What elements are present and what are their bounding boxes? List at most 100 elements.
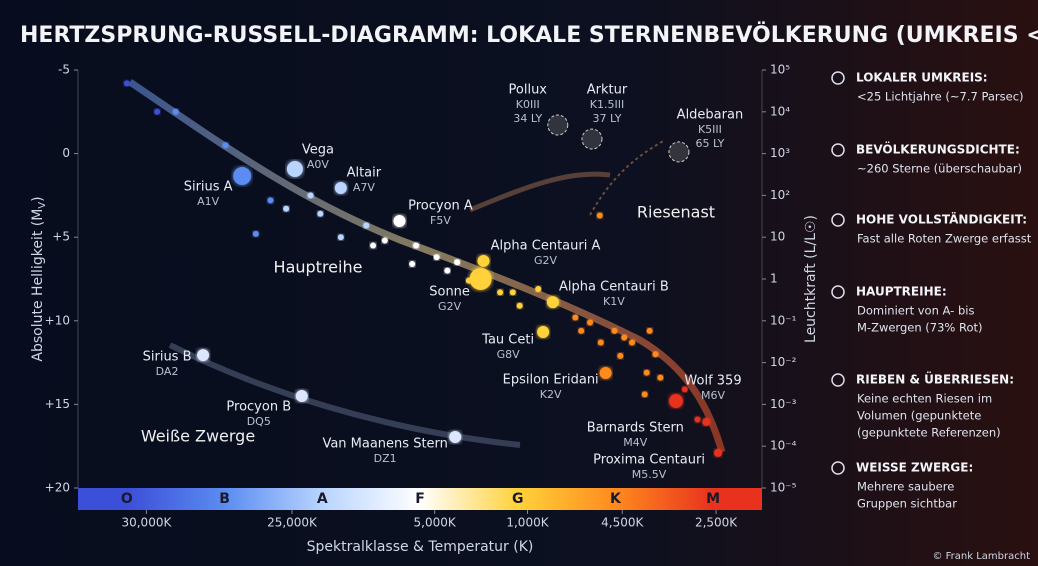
sidebar-text: (gepunktete Referenzen) bbox=[857, 426, 1001, 440]
sidebar-text: Mehrere saubere bbox=[857, 480, 954, 494]
star bbox=[546, 296, 559, 309]
spectral-band bbox=[78, 488, 762, 510]
giant-star bbox=[668, 141, 690, 163]
y-tick-label: 0 bbox=[62, 146, 70, 160]
spectral-class-label: A bbox=[317, 491, 328, 507]
y2-tick-label: 10³ bbox=[770, 146, 790, 160]
star bbox=[657, 374, 664, 381]
star-class: G2V bbox=[534, 254, 558, 267]
star-class: G8V bbox=[497, 348, 521, 361]
x-tick-label: 1,000K bbox=[506, 516, 549, 530]
star bbox=[516, 302, 523, 309]
x-tick-label: 30,000K bbox=[121, 516, 172, 530]
star bbox=[363, 222, 370, 229]
star-name: Epsilon Eridani bbox=[503, 372, 599, 387]
star bbox=[123, 80, 130, 87]
sidebar-text: Gruppen sichtbar bbox=[857, 497, 957, 511]
star bbox=[381, 237, 388, 244]
star bbox=[286, 160, 303, 177]
giant-arrow bbox=[589, 139, 666, 216]
star bbox=[154, 108, 161, 115]
sidebar-icon bbox=[831, 461, 845, 475]
y2-tick-label: 10⁴ bbox=[770, 104, 790, 118]
star bbox=[393, 214, 406, 227]
star bbox=[317, 210, 324, 217]
star bbox=[469, 268, 492, 290]
star-class: M4V bbox=[623, 436, 647, 449]
star bbox=[599, 366, 612, 379]
sidebar-title: BEVÖLKERUNGSDICHTE: bbox=[856, 142, 1020, 157]
y2-tick-label: 10⁻¹ bbox=[770, 313, 797, 327]
y-axis-label: Absolute Helligkeit (MV) bbox=[30, 196, 48, 361]
star bbox=[572, 314, 579, 321]
chart-title: HERTZSPRUNG-RUSSELL-DIAGRAMM: LOKALE STE… bbox=[20, 22, 1038, 48]
star-class: K2V bbox=[540, 388, 562, 401]
y-axis-label-part: ) bbox=[30, 196, 46, 201]
credit: © Frank Lambracht bbox=[932, 551, 1030, 562]
star bbox=[454, 259, 461, 266]
star-class: A1V bbox=[197, 195, 220, 208]
spectral-class-label: F bbox=[415, 491, 425, 507]
star-distance: 65 LY bbox=[695, 137, 724, 150]
star bbox=[646, 327, 653, 334]
star-class: M5.5V bbox=[632, 468, 667, 481]
sidebar-title: LOKALER UMKREIS: bbox=[856, 71, 988, 85]
star-name: Procyon A bbox=[408, 198, 473, 213]
star-name: Wolf 359 bbox=[684, 374, 741, 389]
y-tick-label: +10 bbox=[45, 313, 70, 327]
star-distance: 34 LY bbox=[513, 112, 542, 125]
star bbox=[597, 339, 604, 346]
star bbox=[334, 182, 347, 195]
star-name: Alpha Centauri B bbox=[559, 280, 669, 295]
spectral-class-label: G bbox=[512, 491, 524, 507]
sidebar-icon bbox=[831, 285, 845, 299]
sidebar-text: Dominiert von A- bis bbox=[857, 304, 974, 318]
star bbox=[370, 242, 377, 249]
y2-axis-label: Leuchtkraft (L/L☉) bbox=[803, 215, 819, 343]
star bbox=[714, 448, 723, 457]
star-class: DZ1 bbox=[374, 452, 397, 465]
sidebar-icon bbox=[831, 143, 845, 157]
group-label: Hauptreihe bbox=[274, 258, 363, 277]
sidebar-text: M-Zwergen (73% Rot) bbox=[857, 321, 982, 335]
giant-star bbox=[581, 128, 603, 150]
star bbox=[267, 197, 274, 204]
y2-tick-label: 10² bbox=[770, 188, 790, 202]
star bbox=[433, 254, 440, 261]
y2-tick-label: 1 bbox=[770, 272, 778, 286]
star bbox=[611, 327, 618, 334]
star bbox=[537, 326, 550, 339]
sidebar-text: Volumen (gepunktete bbox=[857, 409, 981, 423]
star-distance: 37 LY bbox=[593, 112, 622, 125]
y-axis-label-part: Absolute Helligkeit (M bbox=[30, 209, 46, 362]
x-tick-label: 2,500K bbox=[695, 516, 738, 530]
giant-star bbox=[547, 114, 569, 136]
star bbox=[337, 234, 344, 241]
sidebar-icon bbox=[831, 71, 845, 85]
star-name: Arktur bbox=[587, 83, 628, 98]
y-tick-label: +20 bbox=[45, 481, 70, 495]
spectral-class-label: M bbox=[706, 491, 720, 507]
y-tick-label: -5 bbox=[58, 63, 70, 77]
giant-branch bbox=[469, 171, 611, 213]
star-class: K1V bbox=[603, 295, 625, 308]
y2-tick-label: 10⁻² bbox=[770, 355, 797, 369]
sidebar-icon bbox=[831, 373, 845, 387]
star bbox=[578, 327, 585, 334]
y-tick-label: +5 bbox=[52, 230, 70, 244]
star-class: F5V bbox=[430, 214, 451, 227]
star bbox=[465, 277, 472, 284]
star-class: A7V bbox=[353, 181, 376, 194]
star bbox=[694, 416, 701, 423]
star bbox=[587, 319, 594, 326]
star bbox=[535, 286, 542, 293]
star bbox=[295, 390, 308, 403]
star bbox=[233, 167, 252, 186]
star-name: Procyon B bbox=[226, 400, 291, 415]
star bbox=[172, 108, 179, 115]
star-class: G2V bbox=[438, 300, 462, 313]
star bbox=[307, 192, 314, 199]
spectral-class-label: K bbox=[610, 491, 622, 507]
star bbox=[449, 431, 462, 444]
